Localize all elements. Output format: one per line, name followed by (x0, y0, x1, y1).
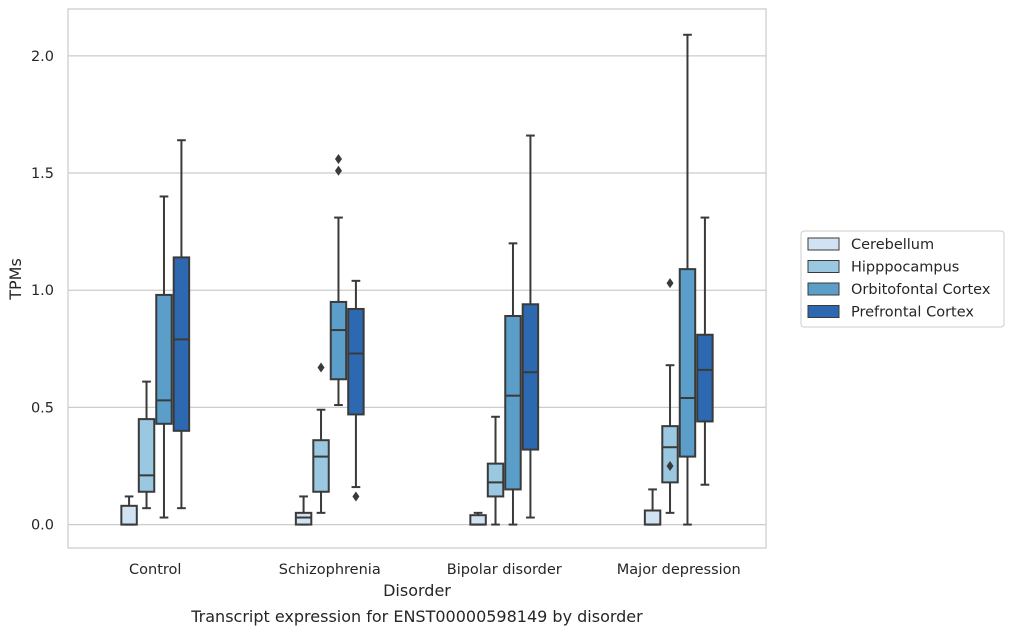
box-iqr (347, 307, 365, 416)
y-tick-label: 2.0 (31, 49, 54, 65)
box-iqr (661, 425, 679, 484)
outlier-point (334, 153, 342, 164)
box-iqr (155, 293, 173, 425)
box-iqr (329, 300, 348, 381)
x-axis-ticks: Control Schizophrenia Bipolar disorder Majo… (129, 562, 741, 578)
box-iqr (504, 314, 522, 491)
outlier-point (317, 362, 325, 373)
plot-frame (67, 8, 767, 549)
y-tick-label: 1.5 (31, 166, 54, 182)
box-iqr (486, 462, 505, 498)
box-1-3 (347, 279, 365, 502)
box-iqr (120, 504, 138, 526)
x-tick-label: Major depression (617, 562, 741, 578)
x-tick-label: Bipolar disorder (447, 562, 562, 578)
box-0-3 (172, 139, 191, 510)
box-0-2 (155, 195, 173, 519)
box-2-1 (486, 415, 505, 526)
box-iqr (696, 333, 714, 423)
box-groups (120, 33, 714, 526)
box-2-2 (504, 242, 522, 526)
y-tick-label: 0.0 (31, 518, 54, 534)
box-1-0 (294, 495, 313, 526)
y-axis-ticks: 0.0 0.5 1.0 1.5 2.0 (31, 49, 54, 534)
box-iqr (172, 256, 191, 432)
legend-swatch (807, 282, 840, 296)
x-tick-label: Schizophrenia (279, 562, 381, 578)
legend-entry: Prefrontal Cortex (851, 305, 974, 321)
box-2-3 (521, 134, 540, 519)
outlier-point (666, 460, 674, 471)
box-3-3 (696, 216, 714, 486)
box-iqr (678, 268, 697, 458)
y-axis-label: TPMs (6, 258, 25, 301)
box-iqr (469, 514, 487, 526)
outlier-point (666, 278, 674, 289)
x-axis-label: Disorder (383, 581, 451, 600)
box-iqr (521, 303, 540, 451)
legend-entry: Cerebellum (851, 237, 934, 253)
box-1-2 (329, 153, 348, 407)
y-tick-label: 0.5 (31, 400, 54, 416)
legend-swatch (807, 237, 840, 251)
box-2-0 (469, 511, 487, 526)
box-3-1 (661, 278, 679, 514)
box-3-0 (643, 488, 662, 526)
legend-swatch (807, 305, 840, 318)
x-tick-label: Control (129, 562, 181, 578)
legend-swatch (807, 260, 840, 273)
legend-entry: Orbitofontal Cortex (851, 282, 991, 298)
outlier-point (334, 165, 342, 176)
box-iqr (643, 509, 662, 526)
box-iqr (294, 511, 313, 526)
box-iqr (312, 439, 330, 493)
outlier-point (352, 491, 360, 502)
box-1-1 (312, 362, 330, 514)
legend: Cerebellum Hipppocampus Orbitofontal Corte… (800, 230, 1005, 328)
y-tick-label: 1.0 (31, 283, 54, 299)
box-0-1 (137, 380, 156, 510)
box-3-2 (678, 33, 697, 526)
box-0-0 (120, 495, 138, 526)
box-iqr (137, 418, 156, 493)
legend-frame (800, 230, 1005, 328)
legend-entry: Hipppocampus (851, 260, 959, 276)
figure-caption: Transcript expression for ENST0000059814… (190, 607, 643, 626)
